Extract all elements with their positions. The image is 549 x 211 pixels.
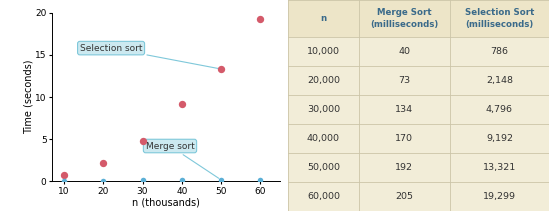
Text: 192: 192 [395, 163, 413, 172]
Text: 40: 40 [398, 47, 410, 56]
Point [177, 178, 186, 182]
Text: 10,000: 10,000 [307, 47, 340, 56]
Point [99, 162, 108, 165]
Y-axis label: Time (seconds): Time (seconds) [24, 60, 33, 134]
Text: Merge Sort
(milliseconds): Merge Sort (milliseconds) [370, 8, 439, 28]
Text: 40,000: 40,000 [307, 134, 340, 143]
Text: 19,299: 19,299 [483, 192, 516, 201]
Point [177, 102, 186, 106]
Point [138, 179, 147, 182]
FancyBboxPatch shape [288, 0, 549, 211]
Text: n: n [321, 14, 327, 23]
Text: 786: 786 [490, 47, 508, 56]
Point [256, 178, 265, 181]
Point [256, 17, 265, 20]
Text: 13,321: 13,321 [483, 163, 516, 172]
Text: 30,000: 30,000 [307, 105, 340, 114]
Text: 50,000: 50,000 [307, 163, 340, 172]
Point [138, 139, 147, 143]
X-axis label: n (thousands): n (thousands) [132, 197, 200, 207]
Text: 4,796: 4,796 [486, 105, 513, 114]
Point [217, 67, 226, 71]
Text: Merge sort: Merge sort [145, 142, 219, 178]
Text: 134: 134 [395, 105, 413, 114]
Text: 9,192: 9,192 [486, 134, 513, 143]
Text: 60,000: 60,000 [307, 192, 340, 201]
Text: 20,000: 20,000 [307, 76, 340, 85]
Point [59, 173, 68, 177]
Text: 205: 205 [395, 192, 413, 201]
Text: 73: 73 [398, 76, 410, 85]
Point [59, 179, 68, 183]
Text: Selection sort: Selection sort [80, 44, 219, 69]
Text: Selection Sort
(milliseconds): Selection Sort (milliseconds) [465, 8, 534, 28]
Text: 2,148: 2,148 [486, 76, 513, 85]
Point [217, 178, 226, 181]
FancyBboxPatch shape [288, 0, 549, 37]
Text: 170: 170 [395, 134, 413, 143]
Point [99, 179, 108, 183]
